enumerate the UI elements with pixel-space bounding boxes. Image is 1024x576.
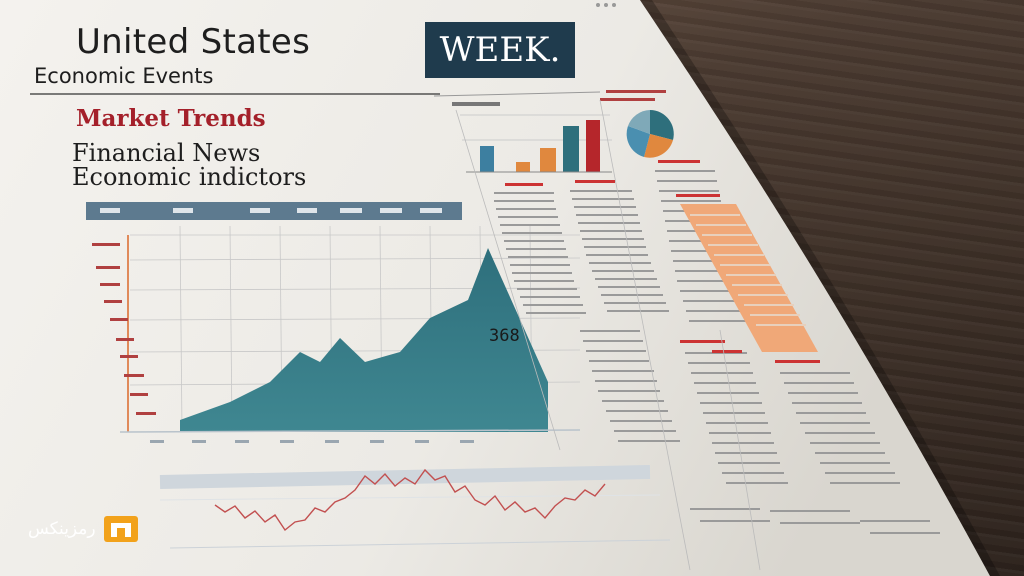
logo-text: رمزینکس — [28, 519, 96, 539]
section-heading: Market Trends — [76, 105, 266, 132]
orange-sidebar-box — [676, 194, 818, 352]
week-badge: WEEK. — [425, 22, 575, 78]
small-bar-chart — [452, 102, 612, 173]
pie-chart — [626, 110, 674, 158]
chart-value-label: 368 — [489, 326, 520, 346]
headline-subtitle: Economic Events — [34, 64, 214, 88]
subheading-economic-indicators: Economic indictors — [72, 163, 307, 191]
paper-shadow — [640, 0, 1000, 576]
subheading-financial-news: Financial News — [72, 139, 261, 167]
watermark-logo: رمزینکس — [28, 516, 138, 542]
text-columns — [494, 160, 940, 534]
headline-title: United States — [76, 22, 311, 62]
logo-mark-icon — [103, 516, 138, 542]
lower-line-chart — [159, 465, 671, 549]
main-area-chart — [86, 202, 581, 443]
